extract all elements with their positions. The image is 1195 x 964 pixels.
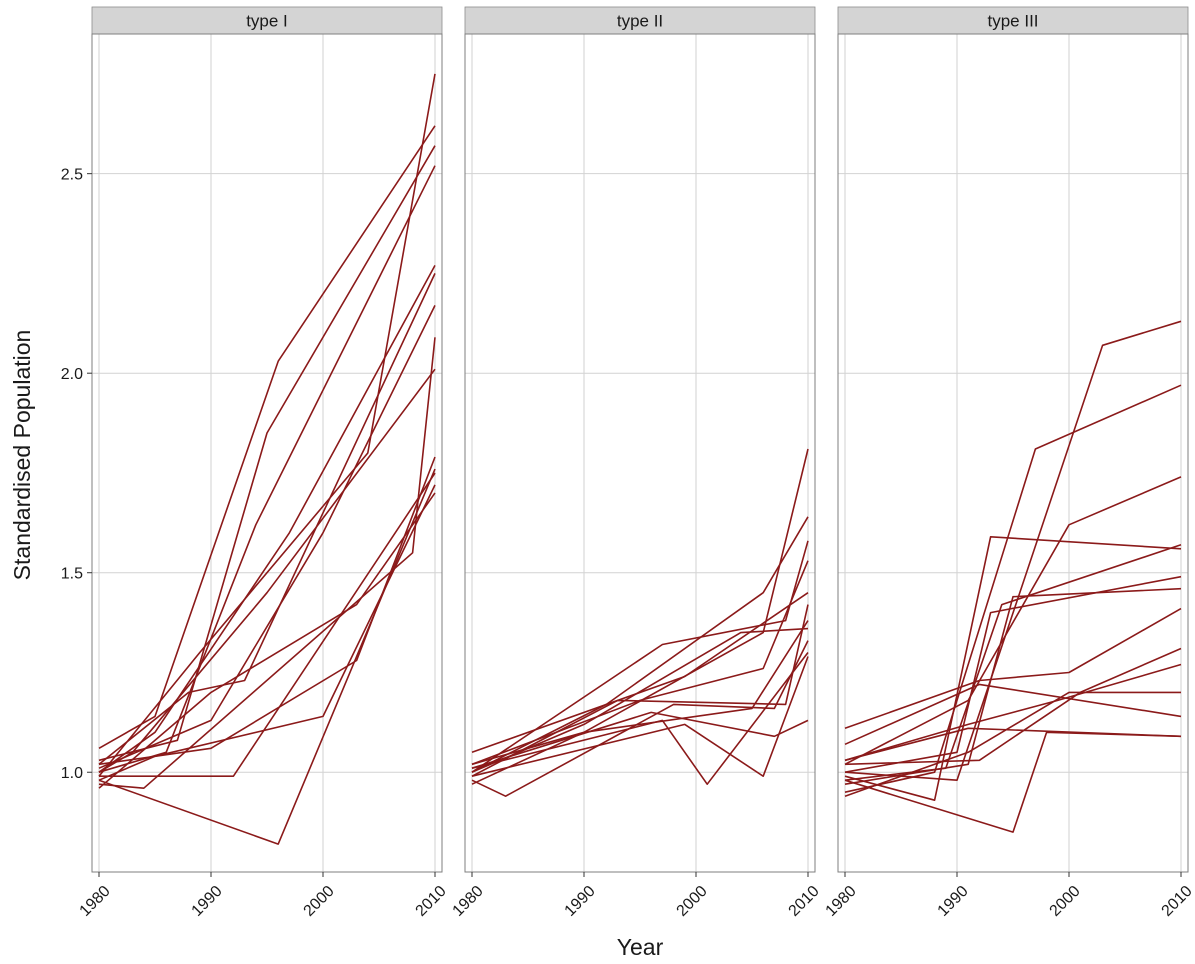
series-line: [98, 484, 436, 781]
series-line: [471, 656, 809, 778]
series-line: [471, 540, 809, 773]
series-line: [98, 337, 436, 790]
x-axis-title: Year: [617, 934, 664, 960]
series-line: [471, 652, 809, 786]
series-line: [98, 468, 436, 845]
y-tick-label: 2.5: [61, 167, 83, 184]
y-tick-label: 1.5: [61, 566, 83, 583]
series-line: [844, 683, 1182, 746]
panel-strip-label: type I: [246, 12, 288, 31]
panel-strip: [837, 6, 1189, 35]
series-line: [471, 640, 809, 798]
series-line: [844, 727, 1182, 762]
series-line: [844, 607, 1182, 730]
series-line: [98, 125, 436, 749]
y-tick-label: 1.0: [61, 765, 83, 782]
series-line: [471, 448, 809, 785]
series-line: [98, 265, 436, 773]
panel-strip: [91, 6, 443, 35]
series-line: [844, 384, 1182, 793]
panel-strip-label: type III: [987, 12, 1038, 31]
series-line: [98, 305, 436, 769]
series-line: [471, 620, 809, 766]
y-axis: 1.0 1.5 2.0 2.5: [61, 167, 92, 782]
y-axis-title: Standardised Population: [9, 330, 35, 581]
plot-area: [92, 34, 442, 872]
series-line: [98, 273, 436, 765]
series-line: [98, 145, 436, 762]
y-tick-label: 2.0: [61, 366, 83, 383]
series-line: [99, 472, 436, 778]
series-line: [844, 647, 1182, 766]
series-line: [98, 73, 436, 777]
series-line: [844, 535, 1182, 802]
series-line: [844, 476, 1182, 766]
series-line: [844, 691, 1181, 797]
series-line: [844, 663, 1182, 762]
series-line: [98, 492, 436, 789]
panel-border: [91, 33, 443, 873]
panel-strip: [464, 6, 816, 35]
series-line: [471, 604, 809, 777]
panel-border: [464, 33, 816, 873]
series-line: [471, 592, 809, 754]
panel-strip-label: type II: [617, 12, 663, 31]
series-line: [471, 711, 809, 769]
panel-border: [837, 33, 1189, 873]
